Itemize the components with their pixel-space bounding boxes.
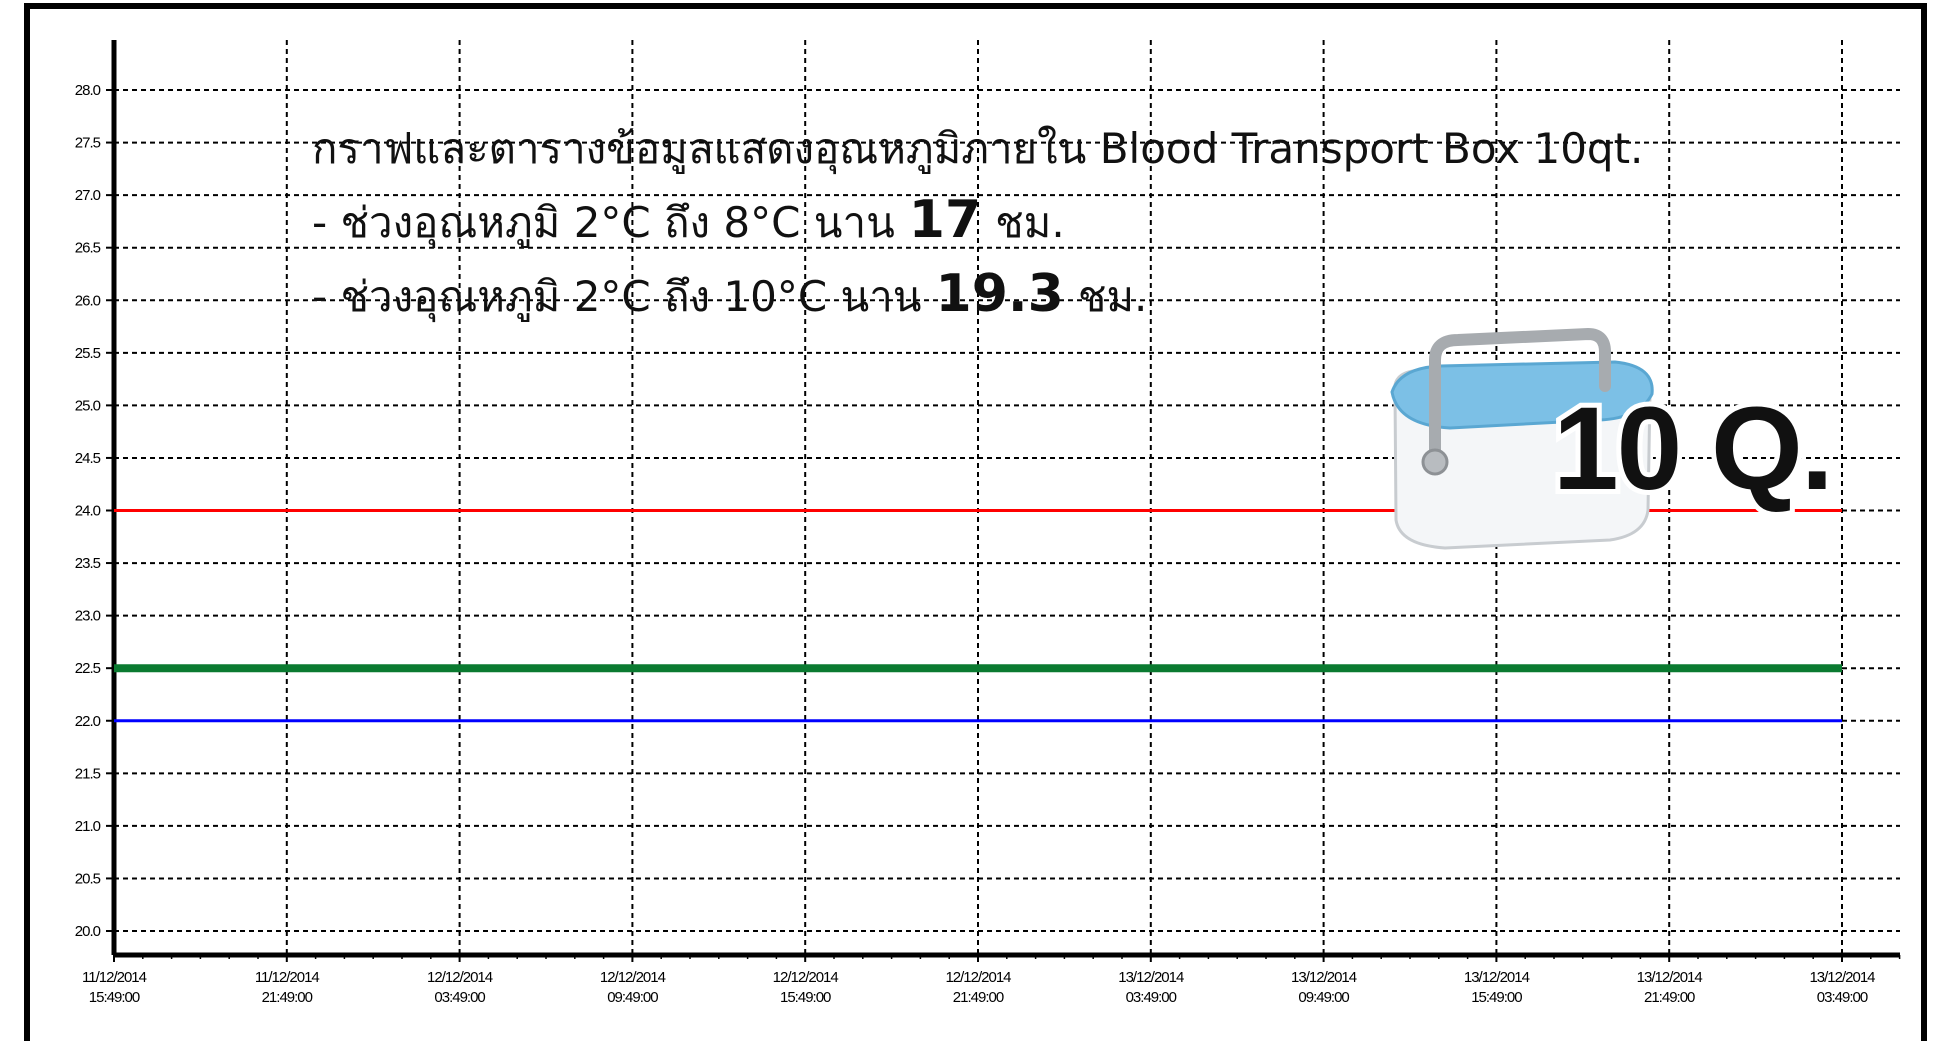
y-tick-label: 25.5 xyxy=(75,345,101,362)
x-tick-time: 15:49:00 xyxy=(780,989,831,1006)
y-tick-label: 26.0 xyxy=(75,292,101,309)
x-tick-time: 21:49:00 xyxy=(953,989,1004,1006)
x-tick-time: 03:49:00 xyxy=(1817,989,1868,1006)
x-tick-time: 09:49:00 xyxy=(607,989,658,1006)
x-tick-time: 09:49:00 xyxy=(1298,989,1349,1006)
y-tick-label: 24.0 xyxy=(75,503,101,520)
y-tick-label: 28.0 xyxy=(75,82,101,99)
x-tick-time: 21:49:00 xyxy=(262,989,313,1006)
annotation-unit: ชม. xyxy=(1078,272,1148,321)
y-tick-label: 21.0 xyxy=(75,818,101,835)
x-tick-date: 13/12/2014 xyxy=(1118,969,1184,986)
annotation-title: กราฟและตารางข้อมูลแสดงอุณหภูมิภายใน Bloo… xyxy=(312,124,1643,175)
y-tick-label: 27.5 xyxy=(75,135,101,152)
annotation-line: - ช่วงอุณหภูมิ 2°C ถึง 8°C นาน 17 ชม. xyxy=(312,190,1065,250)
x-tick-time: 15:49:00 xyxy=(89,989,140,1006)
x-tick-date: 12/12/2014 xyxy=(427,969,493,986)
y-tick-label: 23.0 xyxy=(75,608,101,625)
annotation-hours: 17 xyxy=(909,190,981,250)
x-tick-date: 13/12/2014 xyxy=(1464,969,1530,986)
x-tick-date: 13/12/2014 xyxy=(1809,969,1875,986)
y-tick-label: 22.5 xyxy=(75,660,101,677)
annotation-line: - ช่วงอุณหภูมิ 2°C ถึง 10°C นาน 19.3 ชม. xyxy=(312,264,1147,324)
x-tick-time: 03:49:00 xyxy=(1126,989,1177,1006)
x-tick-time: 21:49:00 xyxy=(1644,989,1695,1006)
annotation-text: - ช่วงอุณหภูมิ 2°C ถึง 10°C นาน xyxy=(312,272,922,323)
y-tick-label: 25.0 xyxy=(75,397,101,414)
y-tick-label: 23.5 xyxy=(75,555,101,572)
x-tick-time: 03:49:00 xyxy=(434,989,485,1006)
x-tick-date: 13/12/2014 xyxy=(1291,969,1357,986)
y-tick-label: 20.0 xyxy=(75,923,101,940)
y-tick-label: 27.0 xyxy=(75,187,101,204)
y-tick-label: 22.0 xyxy=(75,713,101,730)
x-tick-date: 12/12/2014 xyxy=(600,969,666,986)
badge: 10 Q. xyxy=(1553,383,1832,515)
x-tick-date: 12/12/2014 xyxy=(773,969,839,986)
x-tick-date: 11/12/2014 xyxy=(255,969,320,986)
annotation-unit: ชม. xyxy=(995,198,1065,247)
y-tick-label: 20.5 xyxy=(75,870,101,887)
y-tick-label: 21.5 xyxy=(75,765,101,782)
y-tick-label: 24.5 xyxy=(75,450,101,467)
y-tick-label: 26.5 xyxy=(75,240,101,257)
x-tick-date: 13/12/2014 xyxy=(1637,969,1703,986)
annotation-text: - ช่วงอุณหภูมิ 2°C ถึง 8°C นาน xyxy=(312,198,895,249)
chart: 20.0 20.5 21.0 21.5 22.0 22.5 23.0 23.5 24.0 24.5… xyxy=(0,0,1933,1041)
x-tick-date: 12/12/2014 xyxy=(945,969,1011,986)
x-tick-date: 11/12/2014 xyxy=(82,969,147,986)
annotation-hours: 19.3 xyxy=(936,264,1064,324)
x-tick-time: 15:49:00 xyxy=(1471,989,1522,1006)
